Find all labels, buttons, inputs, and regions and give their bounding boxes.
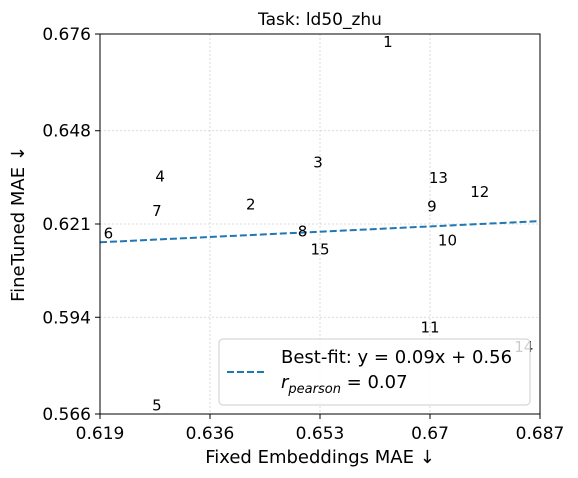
point-label: 2: [246, 195, 256, 213]
y-tick-label: 0.566: [42, 405, 91, 425]
x-axis-label: Fixed Embeddings MAE ↓: [205, 447, 435, 468]
point-label: 7: [152, 202, 162, 220]
legend-pearson-sub: pearson: [287, 382, 341, 397]
y-tick-label: 0.648: [42, 122, 91, 142]
y-axis-label: FineTuned MAE ↓: [8, 146, 29, 302]
point-label: 13: [429, 169, 448, 187]
chart-title: Task: ld50_zhu: [257, 10, 382, 30]
x-tick-label: 0.636: [186, 424, 235, 444]
point-label: 9: [427, 198, 437, 216]
y-tick-label: 0.676: [42, 25, 91, 45]
point-label: 6: [104, 224, 114, 242]
legend-pearson-value: = 0.07: [341, 372, 408, 393]
point-label: 15: [310, 241, 329, 259]
x-tick-label: 0.619: [76, 424, 125, 444]
x-tick-label: 0.653: [296, 424, 345, 444]
legend-pearson-label: rpearson = 0.07: [281, 372, 408, 397]
point-label: 1: [383, 33, 393, 51]
point-label: 11: [420, 318, 439, 336]
legend-fit-label: Best-fit: y = 0.09x + 0.56: [281, 347, 512, 368]
y-axis-ticks: 0.566 0.594 0.621 0.648 0.676: [42, 25, 100, 425]
legend: Best-fit: y = 0.09x + 0.56 rpearson = 0.…: [218, 338, 531, 406]
x-tick-label: 0.687: [516, 424, 565, 444]
fit-line: [99, 220, 541, 244]
legend-pearson-r: r: [281, 372, 290, 393]
fit-line-group: [99, 220, 541, 244]
y-tick-label: 0.594: [42, 308, 91, 328]
x-axis-ticks: 0.619 0.636 0.653 0.67 0.687: [76, 414, 565, 444]
x-tick-label: 0.67: [411, 424, 449, 444]
point-label: 8: [298, 223, 308, 241]
y-tick-label: 0.621: [42, 215, 91, 235]
point-label: 4: [155, 167, 165, 185]
point-label: 12: [470, 183, 489, 201]
point-label: 3: [313, 154, 323, 172]
legend-box: [218, 338, 531, 406]
point-label: 10: [438, 232, 457, 250]
point-label: 5: [152, 397, 162, 415]
